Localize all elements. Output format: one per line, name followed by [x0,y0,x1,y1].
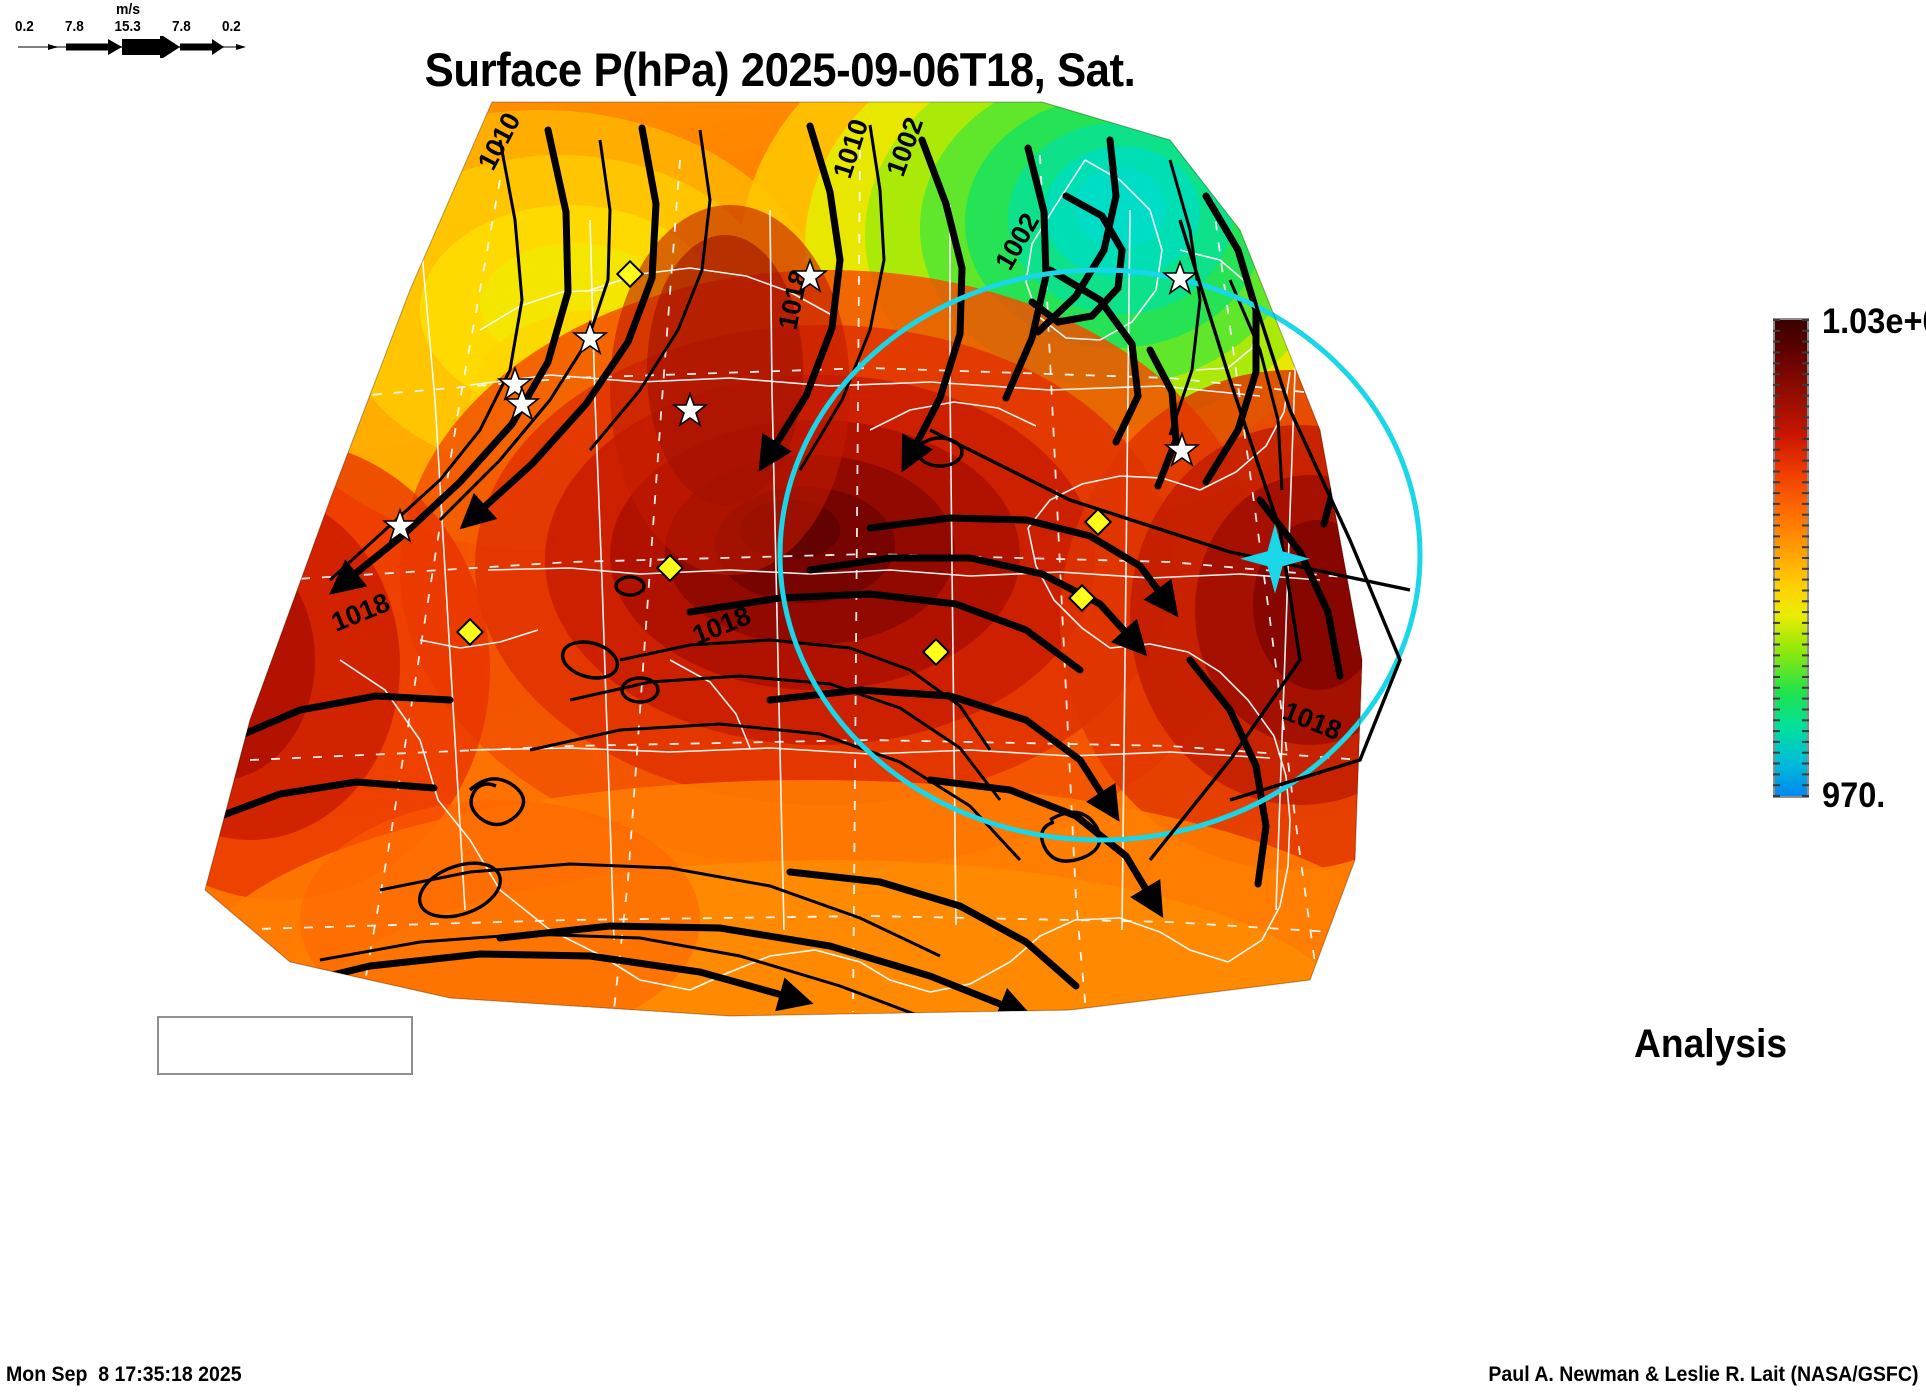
wind-arrow-glyphs [18,36,246,58]
wind-value: 7.8 [64,18,84,35]
site-marker-diamond[interactable] [921,637,951,667]
colorbar-min-label: 970. [1822,776,1886,815]
site-marker-diamond[interactable] [455,617,485,647]
colorbar-max-label: 1.03e+03 [1822,302,1926,341]
aircraft-tracks [929,219,1411,862]
wind-units-label: m/s [115,1,141,18]
analysis-label: Analysis [1634,1022,1788,1066]
wind-value: 0.2 [221,18,241,35]
map-plot-area[interactable]: 1010 1010 1002 1002 1018 1018 1018 1018 [170,100,1550,1020]
site-marker-diamond[interactable] [655,553,685,583]
station-marker-group [381,257,1201,544]
site-marker-diamond[interactable] [1083,507,1113,537]
timestamp-label: Mon Sep 8 17:35:18 2025 [6,1363,242,1386]
map-border [204,101,1363,1017]
wind-value: 7.8 [172,18,192,35]
site-marker-group [381,257,1310,667]
orbit-circle [777,267,1423,843]
colorbar-ticks [1773,319,1809,797]
center-star-marker[interactable] [1240,523,1310,594]
site-marker-diamond[interactable] [615,259,645,289]
site-marker-diamond[interactable] [1067,583,1097,613]
wind-value: 15.3 [114,18,142,35]
graticule-layer [219,149,1362,1013]
colorbar [1773,318,1809,798]
page-title: Surface P(hPa) 2025-09-06T18, Sat. [424,43,1136,96]
credit-label: Paul A. Newman & Leslie R. Lait (NASA/GS… [1487,1363,1918,1386]
wind-value-labels: 0.2 7.8 15.3 7.8 0.2 [0,18,256,35]
wind-scale-legend [157,1016,413,1075]
wind-value: 0.2 [15,18,35,35]
